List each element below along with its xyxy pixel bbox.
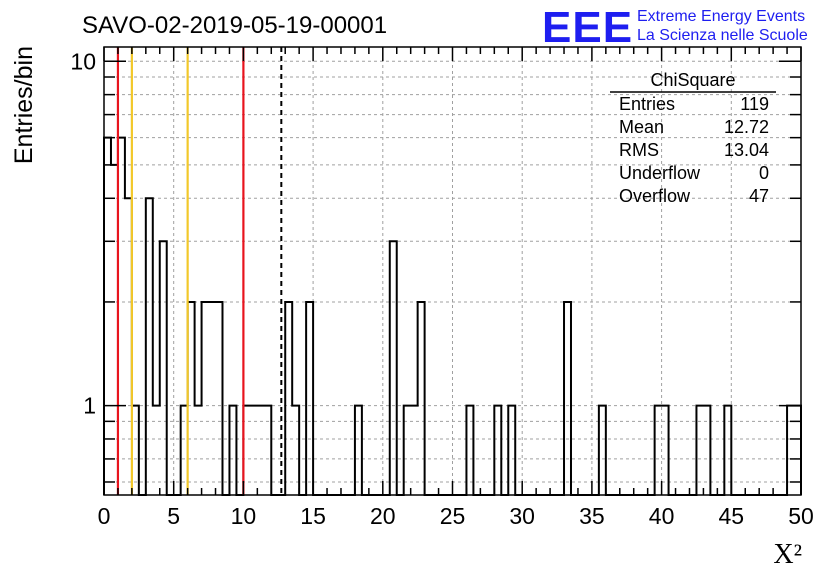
x-tick-label: 40 — [649, 503, 675, 529]
x-tick-label: 45 — [719, 503, 745, 529]
histogram-bin — [285, 302, 292, 495]
histogram-bin — [202, 302, 209, 495]
x-tick-label: 0 — [98, 503, 111, 529]
stat-value-mean: 12.72 — [724, 117, 769, 137]
histogram-bin — [418, 302, 425, 495]
histogram-bin — [104, 138, 111, 495]
stat-label-rms: RMS — [619, 140, 659, 160]
y-axis-label: Entries/bin — [10, 46, 38, 164]
x-tick-label: 15 — [300, 503, 326, 529]
histogram-bin — [160, 241, 167, 495]
stat-label-entries: Entries — [619, 94, 675, 114]
stat-label-overflow: Overflow — [619, 186, 691, 206]
stat-label-mean: Mean — [619, 117, 664, 137]
chart-title: SAVO-02-2019-05-19-00001 — [82, 12, 387, 39]
histogram-bin — [216, 302, 223, 495]
x-tick-label: 35 — [579, 503, 605, 529]
stat-value-entries: 119 — [740, 94, 769, 114]
logo-line-1: Extreme Energy Events — [637, 8, 805, 25]
eee-logo: EEE — [542, 3, 633, 52]
x-tick-label: 10 — [231, 503, 257, 529]
stat-value-overflow: 47 — [749, 186, 769, 206]
marker-lines — [116, 47, 283, 495]
stats-title: ChiSquare — [650, 70, 735, 90]
x-tick-label: 5 — [167, 503, 180, 529]
histogram-bin — [564, 302, 571, 495]
y-tick-label: 10 — [70, 48, 96, 74]
x-tick-label: 30 — [509, 503, 535, 529]
logo-line-2: La Scienza nelle Scuole — [637, 27, 808, 44]
histogram-bin — [306, 302, 313, 495]
y-tick-label: 1 — [83, 393, 96, 419]
stat-label-underflow: Underflow — [619, 163, 701, 183]
x-axis-label: X² — [773, 539, 802, 570]
stat-value-rms: 13.04 — [724, 140, 769, 160]
histogram-bin — [146, 198, 153, 495]
histogram-bin — [209, 302, 216, 495]
histogram-bin — [390, 241, 397, 495]
stats-box: ChiSquare Entries 119 Mean 12.72 RMS 13.… — [610, 70, 776, 206]
x-tick-label: 20 — [370, 503, 396, 529]
axis-ticks: 0 5 10 15 20 25 30 35 40 45 50 1 10 — [70, 47, 814, 529]
stat-value-underflow: 0 — [759, 163, 769, 183]
x-tick-label: 50 — [788, 503, 814, 529]
x-tick-label: 25 — [440, 503, 466, 529]
